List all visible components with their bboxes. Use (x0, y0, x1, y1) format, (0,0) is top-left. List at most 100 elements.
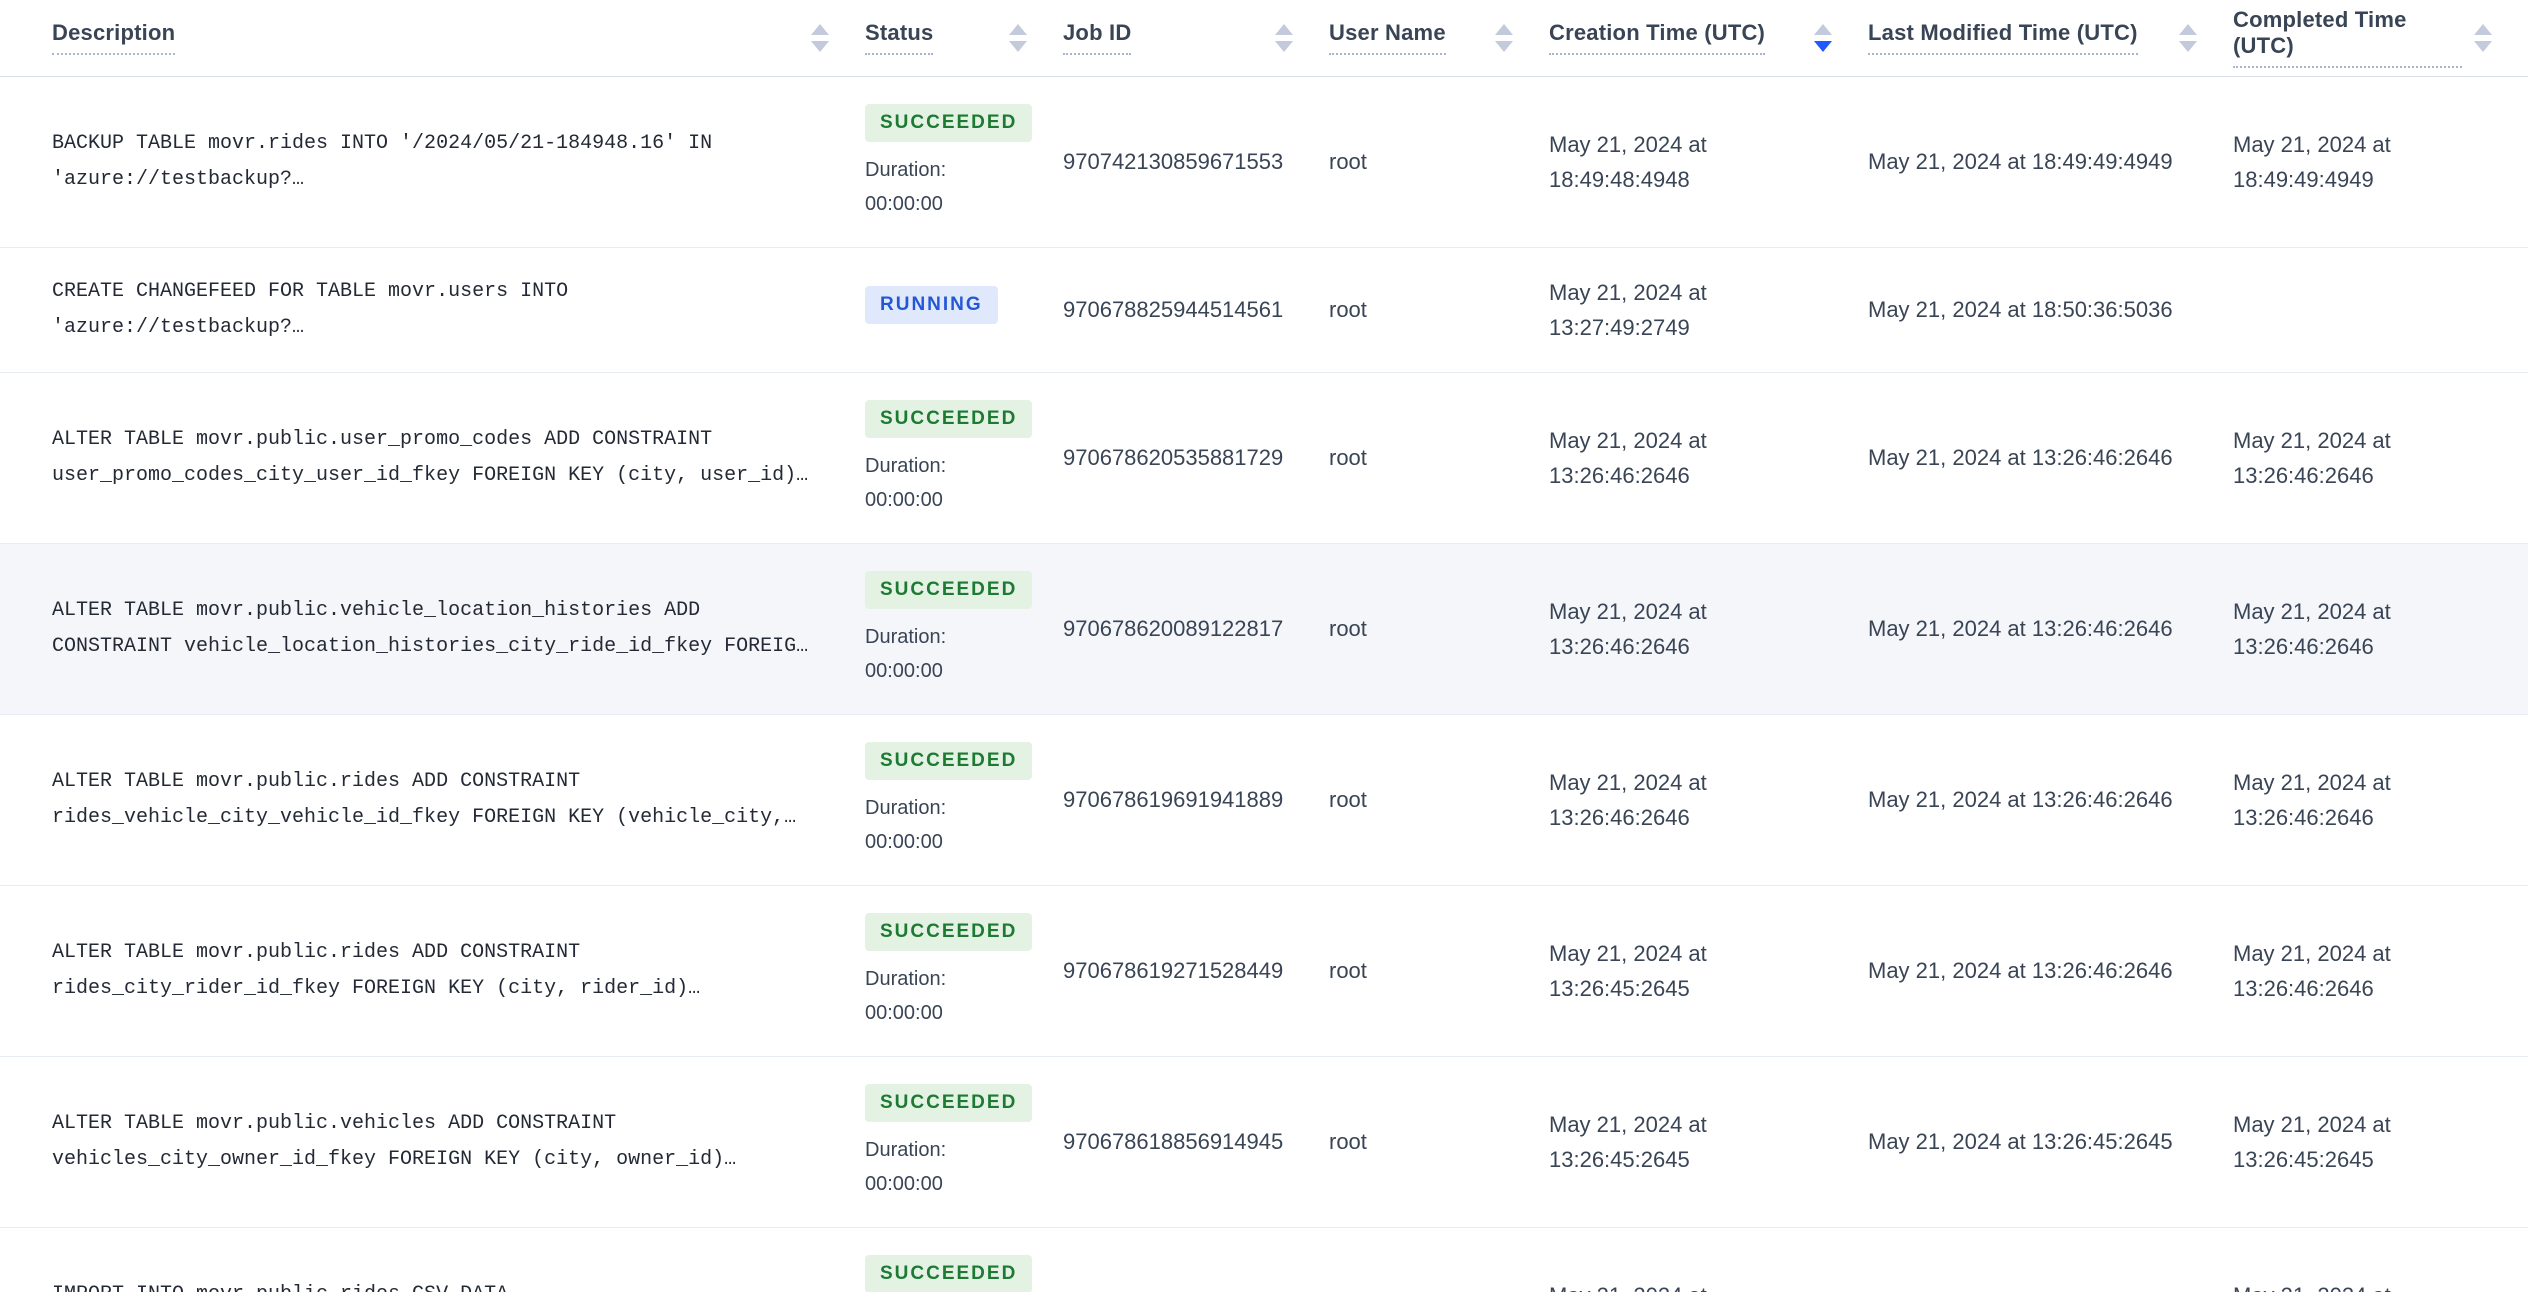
last-modified-time: May 21, 2024 at 18:50:36:5036 (1868, 246, 2233, 372)
job-description-link[interactable]: CREATE CHANGEFEED FOR TABLE movr.users I… (52, 274, 841, 346)
job-description-cell: IMPORT INTO movr.public.rides CSV DATA (… (0, 1226, 865, 1292)
table-row[interactable]: IMPORT INTO movr.public.rides CSV DATA (… (0, 1226, 2528, 1292)
duration-label: Duration: (865, 967, 947, 990)
column-header-completed-time[interactable]: Completed Time (UTC) (2233, 0, 2528, 77)
job-id: 970678825944514561 (1063, 246, 1329, 372)
sort-icon[interactable] (2474, 23, 2492, 52)
creation-time: May 21, 2024 at 13:27:49:2749 (1549, 246, 1868, 372)
completed-time-line: May 21, 2024 at (2233, 598, 2391, 624)
sort-icon[interactable] (2179, 23, 2197, 52)
status-badge: SUCCEEDED (865, 1254, 1033, 1292)
creation-time: May 21, 2024 at 13:26:46:2646 (1549, 542, 1868, 714)
job-description-link[interactable]: BACKUP TABLE movr.rides INTO '/2024/05/2… (52, 126, 841, 198)
column-label-completed-time: Completed Time (UTC) (2233, 7, 2462, 69)
completed-time: May 21, 2024 at 13:26:46:2646 (2233, 713, 2528, 885)
duration-label: Duration: (865, 1138, 947, 1161)
table-row[interactable]: ALTER TABLE movr.public.rides ADD CONSTR… (0, 884, 2528, 1056)
table-row[interactable]: ALTER TABLE movr.public.vehicle_location… (0, 542, 2528, 714)
creation-time-line: 13:26:46:2646 (1549, 804, 1690, 830)
duration-label: Duration: (865, 454, 947, 477)
sort-up-arrow-icon (1495, 23, 1513, 35)
sort-icon[interactable] (1275, 23, 1293, 52)
duration-value: 00:00:00 (865, 1172, 943, 1195)
table-row[interactable]: ALTER TABLE movr.public.user_promo_codes… (0, 371, 2528, 543)
sort-icon[interactable] (1495, 23, 1513, 52)
description-line: ALTER TABLE movr.public.rides ADD CONSTR… (52, 940, 581, 964)
job-status-cell: SUCCEEDED Duration: 00:00:00 (865, 542, 1063, 714)
table-header: Description Status Job ID User Name (0, 0, 2528, 77)
job-description-link[interactable]: ALTER TABLE movr.public.user_promo_codes… (52, 422, 841, 494)
description-line: IMPORT INTO movr.public.rides CSV DATA (52, 1277, 841, 1292)
creation-time-line: 13:26:45:2645 (1549, 1146, 1690, 1172)
creation-time-line: 13:26:45:2645 (1549, 975, 1690, 1001)
column-header-status[interactable]: Status (865, 0, 1063, 77)
table-row[interactable]: ALTER TABLE movr.public.rides ADD CONSTR… (0, 713, 2528, 885)
column-header-job-id[interactable]: Job ID (1063, 0, 1329, 77)
sort-icon-active[interactable] (1814, 23, 1832, 52)
job-description-link[interactable]: ALTER TABLE movr.public.vehicles ADD CON… (52, 1106, 841, 1178)
sort-down-arrow-icon (2179, 40, 2197, 52)
duration-value: 00:00:00 (865, 1001, 943, 1024)
completed-time-line: 13:26:46:2646 (2233, 975, 2374, 1001)
job-duration: Duration: 00:00:00 (865, 791, 1039, 859)
sort-icon[interactable] (1009, 23, 1027, 52)
column-header-creation-time[interactable]: Creation Time (UTC) (1549, 0, 1868, 77)
creation-time-line: May 21, 2024 at (1549, 1111, 1707, 1137)
creation-time: May 21, 2024 at 13:26:43:2643 (1549, 1226, 1868, 1292)
description-line: vehicles_city_owner_id_fkey FOREIGN KEY … (52, 1147, 737, 1171)
job-description-link[interactable]: IMPORT INTO movr.public.rides CSV DATA (… (52, 1277, 841, 1292)
creation-time-line: May 21, 2024 at (1549, 940, 1707, 966)
column-header-description[interactable]: Description (0, 0, 865, 77)
job-duration: Duration: 00:00:00 (865, 449, 1039, 517)
user-name: root (1329, 713, 1549, 885)
user-name: root (1329, 884, 1549, 1056)
job-duration: Duration: 00:00:00 (865, 620, 1039, 688)
sort-up-arrow-icon (1009, 23, 1027, 35)
status-badge: SUCCEEDED (865, 103, 1033, 142)
job-description-cell: ALTER TABLE movr.public.user_promo_codes… (0, 371, 865, 543)
description-line: CREATE CHANGEFEED FOR TABLE movr.users I… (52, 279, 569, 303)
column-header-user-name[interactable]: User Name (1329, 0, 1549, 77)
job-status-cell: SUCCEEDED Duration: 00:00:00 (865, 1055, 1063, 1227)
job-description-link[interactable]: ALTER TABLE movr.public.rides ADD CONSTR… (52, 764, 841, 836)
sort-up-arrow-icon (811, 23, 829, 35)
job-id: 970678620089122817 (1063, 542, 1329, 714)
completed-time-line: May 21, 2024 at (2233, 940, 2391, 966)
sort-icon[interactable] (811, 23, 829, 52)
job-description-cell: ALTER TABLE movr.public.vehicle_location… (0, 542, 865, 714)
user-name: root (1329, 246, 1549, 372)
sort-down-arrow-icon (1009, 40, 1027, 52)
completed-time-line: 13:26:46:2646 (2233, 462, 2374, 488)
last-modified-time: May 21, 2024 at 18:49:49:4949 (1868, 149, 2173, 174)
job-duration: Duration: 00:00:00 (865, 962, 1039, 1030)
job-status-cell: SUCCEEDED Duration: 00:00:00 (865, 371, 1063, 543)
creation-time: May 21, 2024 at 13:26:46:2646 (1549, 713, 1868, 885)
creation-time-line: May 21, 2024 at (1549, 427, 1707, 453)
completed-time-line: 13:26:46:2646 (2233, 633, 2374, 659)
sort-down-arrow-icon (2474, 40, 2492, 52)
job-description-cell: ALTER TABLE movr.public.vehicles ADD CON… (0, 1055, 865, 1227)
creation-time-line: 13:26:46:2646 (1549, 633, 1690, 659)
creation-time-line: May 21, 2024 at (1549, 1278, 1844, 1292)
column-label-creation-time: Creation Time (UTC) (1549, 20, 1766, 56)
sort-up-arrow-icon (2474, 23, 2492, 35)
completed-time-line: May 21, 2024 at (2233, 769, 2391, 795)
completed-time-line: May 21, 2024 at (2233, 1111, 2391, 1137)
job-description-link[interactable]: ALTER TABLE movr.public.rides ADD CONSTR… (52, 935, 841, 1007)
job-description-link[interactable]: ALTER TABLE movr.public.vehicle_location… (52, 593, 841, 665)
table-row[interactable]: BACKUP TABLE movr.rides INTO '/2024/05/2… (0, 76, 2528, 247)
completed-time-line: May 21, 2024 at (2233, 1278, 2504, 1292)
job-description-cell: CREATE CHANGEFEED FOR TABLE movr.users I… (0, 246, 865, 372)
table-row[interactable]: ALTER TABLE movr.public.vehicles ADD CON… (0, 1055, 2528, 1227)
column-header-last-modified-time[interactable]: Last Modified Time (UTC) (1868, 0, 2233, 77)
creation-time-line: May 21, 2024 at (1549, 279, 1707, 305)
job-id: 970678620535881729 (1063, 371, 1329, 543)
completed-time-line: May 21, 2024 at (2233, 131, 2391, 157)
creation-time-line: 13:26:46:2646 (1549, 462, 1690, 488)
user-name: root (1329, 542, 1549, 714)
creation-time: May 21, 2024 at 13:26:45:2645 (1549, 884, 1868, 1056)
last-modified-time: May 21, 2024 at 13:26:45:2645 (1868, 1055, 2233, 1227)
table-row[interactable]: CREATE CHANGEFEED FOR TABLE movr.users I… (0, 246, 2528, 372)
duration-label: Duration: (865, 158, 947, 181)
